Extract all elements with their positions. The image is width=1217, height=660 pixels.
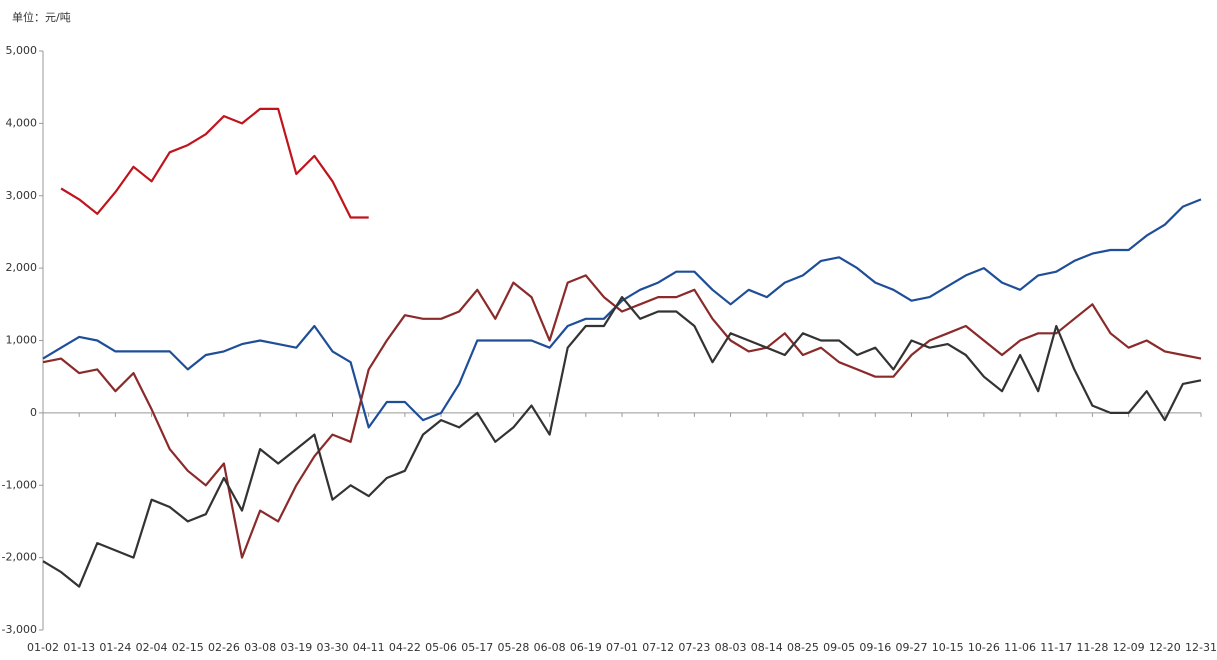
x-tick-label: 04-22 <box>389 641 421 654</box>
x-tick-label: 11-17 <box>1040 641 1072 654</box>
x-tick-label: 08-25 <box>787 641 819 654</box>
x-tick-label: 11-28 <box>1076 641 1108 654</box>
x-tick-label: 02-26 <box>208 641 240 654</box>
x-tick-label: 12-09 <box>1113 641 1145 654</box>
x-tick-label: 02-15 <box>172 641 204 654</box>
x-tick-label: 08-03 <box>715 641 747 654</box>
x-tick-label: 12-20 <box>1149 641 1181 654</box>
x-tick-label: 06-08 <box>534 641 566 654</box>
x-tick-label: 01-24 <box>99 641 131 654</box>
x-tick-label: 01-13 <box>63 641 95 654</box>
x-tick-label: 09-05 <box>823 641 855 654</box>
x-tick-label: 11-06 <box>1004 641 1036 654</box>
y-tick-label: 5,000 <box>6 44 38 57</box>
series-line <box>60 107 369 219</box>
x-tick-label: 04-11 <box>353 641 385 654</box>
y-tick-label: 1,000 <box>6 334 38 347</box>
x-tick-label: 07-01 <box>606 641 638 654</box>
y-tick-label: 2,000 <box>6 261 38 274</box>
x-tick-label: 03-30 <box>317 641 349 654</box>
x-tick-label: 03-19 <box>280 641 312 654</box>
y-tick-label: 0 <box>30 406 37 419</box>
y-tick-label: 4,000 <box>6 116 38 129</box>
y-tick-label: 3,000 <box>6 189 38 202</box>
y-tick-label: -2,000 <box>2 551 37 564</box>
x-tick-label: 07-23 <box>678 641 710 654</box>
x-tick-label: 05-17 <box>461 641 493 654</box>
x-tick-label: 06-19 <box>570 641 602 654</box>
series-line <box>42 296 1202 588</box>
x-tick-label: 02-04 <box>136 641 168 654</box>
x-tick-label: 03-08 <box>244 641 276 654</box>
series-line <box>42 198 1202 429</box>
x-tick-label: 01-02 <box>27 641 59 654</box>
y-tick-label: -3,000 <box>2 623 37 636</box>
y-tick-label: -1,000 <box>2 478 37 491</box>
x-tick-label: 09-27 <box>896 641 928 654</box>
x-tick-label: 10-26 <box>968 641 1000 654</box>
x-tick-label: 10-15 <box>932 641 964 654</box>
x-tick-label: 05-06 <box>425 641 457 654</box>
unit-label: 单位：元/吨 <box>12 10 71 24</box>
x-tick-label: 07-12 <box>642 641 674 654</box>
x-tick-label: 08-14 <box>751 641 783 654</box>
x-tick-label: 12-31 <box>1185 641 1217 654</box>
series-line <box>42 274 1202 559</box>
x-tick-label: 09-16 <box>859 641 891 654</box>
x-tick-label: 05-28 <box>497 641 529 654</box>
